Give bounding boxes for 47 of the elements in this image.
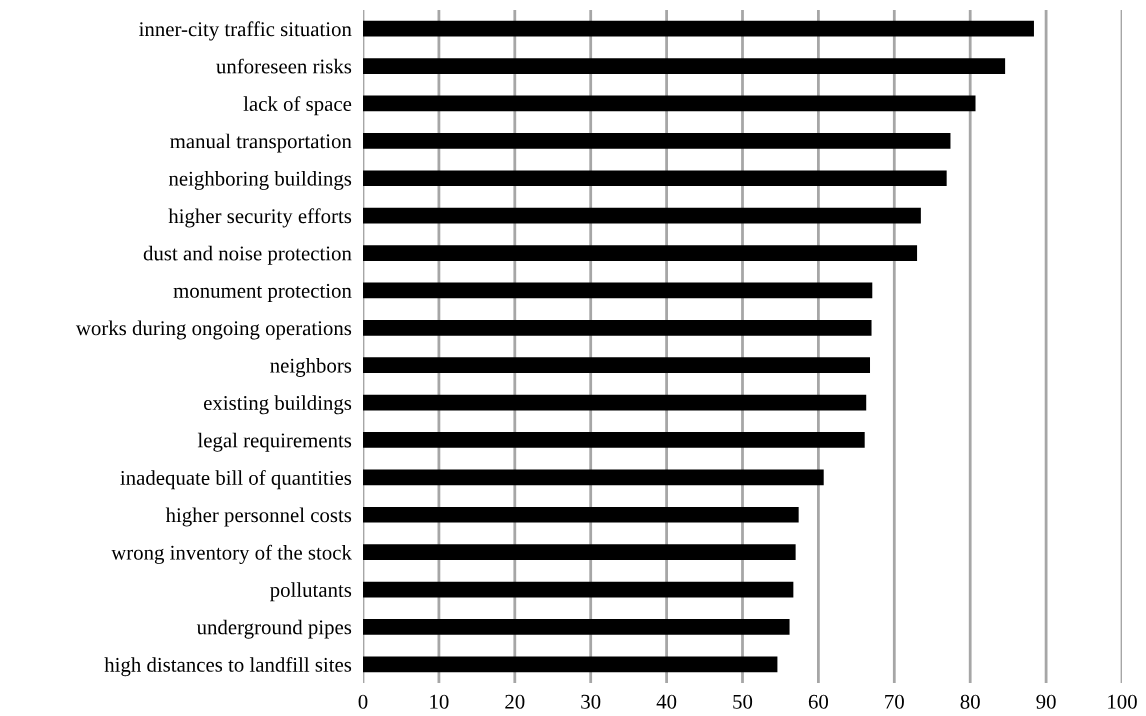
x-tick-label: 70 <box>885 694 904 709</box>
y-tick-label: high distances to landfill sites <box>104 656 352 677</box>
x-tick-label: 50 <box>733 694 753 709</box>
bar <box>363 170 947 187</box>
bar <box>363 469 824 486</box>
bar <box>363 319 872 336</box>
y-tick-label: dust and noise protection <box>143 245 352 265</box>
bar <box>363 95 976 112</box>
y-tick-label: inner-city traffic situation <box>139 21 352 41</box>
y-tick-label: higher security efforts <box>168 208 352 228</box>
bar <box>363 282 873 299</box>
x-tick-label: 10 <box>430 694 449 709</box>
y-tick-label: higher personnel costs <box>165 507 352 527</box>
y-tick-label: existing buildings <box>203 395 352 415</box>
y-tick-label: wrong inventory of the stock <box>111 544 352 564</box>
bar <box>363 656 778 673</box>
y-tick-label: inadequate bill of quantities <box>120 470 352 490</box>
x-tick-label: 0 <box>358 694 368 709</box>
x-tick-label: 90 <box>1036 694 1056 709</box>
y-tick-label: legal requirements <box>197 432 352 452</box>
bar <box>363 245 918 261</box>
y-tick-label: neighbors <box>270 357 352 377</box>
bar <box>363 581 794 598</box>
bar <box>363 619 790 635</box>
bar <box>363 20 1034 37</box>
y-tick-label: works during ongoing operations <box>75 320 352 340</box>
bar <box>363 432 865 448</box>
x-tick-label: 100 <box>1108 694 1137 709</box>
y-tick-label: monument protection <box>173 283 352 303</box>
bar <box>363 506 799 523</box>
y-tick-label: neighboring buildings <box>168 171 352 190</box>
bar <box>363 394 867 411</box>
bar <box>363 207 921 224</box>
x-tick-label: 20 <box>505 694 525 709</box>
bar <box>363 357 871 374</box>
x-tick-label: 80 <box>960 694 980 709</box>
x-tick-label: 40 <box>656 694 677 709</box>
x-tick-label: 30 <box>581 694 601 709</box>
y-tick-label: manual transportation <box>170 133 352 153</box>
bar <box>363 133 951 149</box>
bar <box>363 544 796 560</box>
y-tick-label: underground pipes <box>196 619 352 639</box>
y-tick-label: lack of space <box>243 96 352 116</box>
y-tick-label: pollutants <box>270 582 352 602</box>
x-tick-label: 60 <box>808 694 829 709</box>
y-tick-label: unforeseen risks <box>216 58 352 74</box>
bar <box>363 58 1006 74</box>
